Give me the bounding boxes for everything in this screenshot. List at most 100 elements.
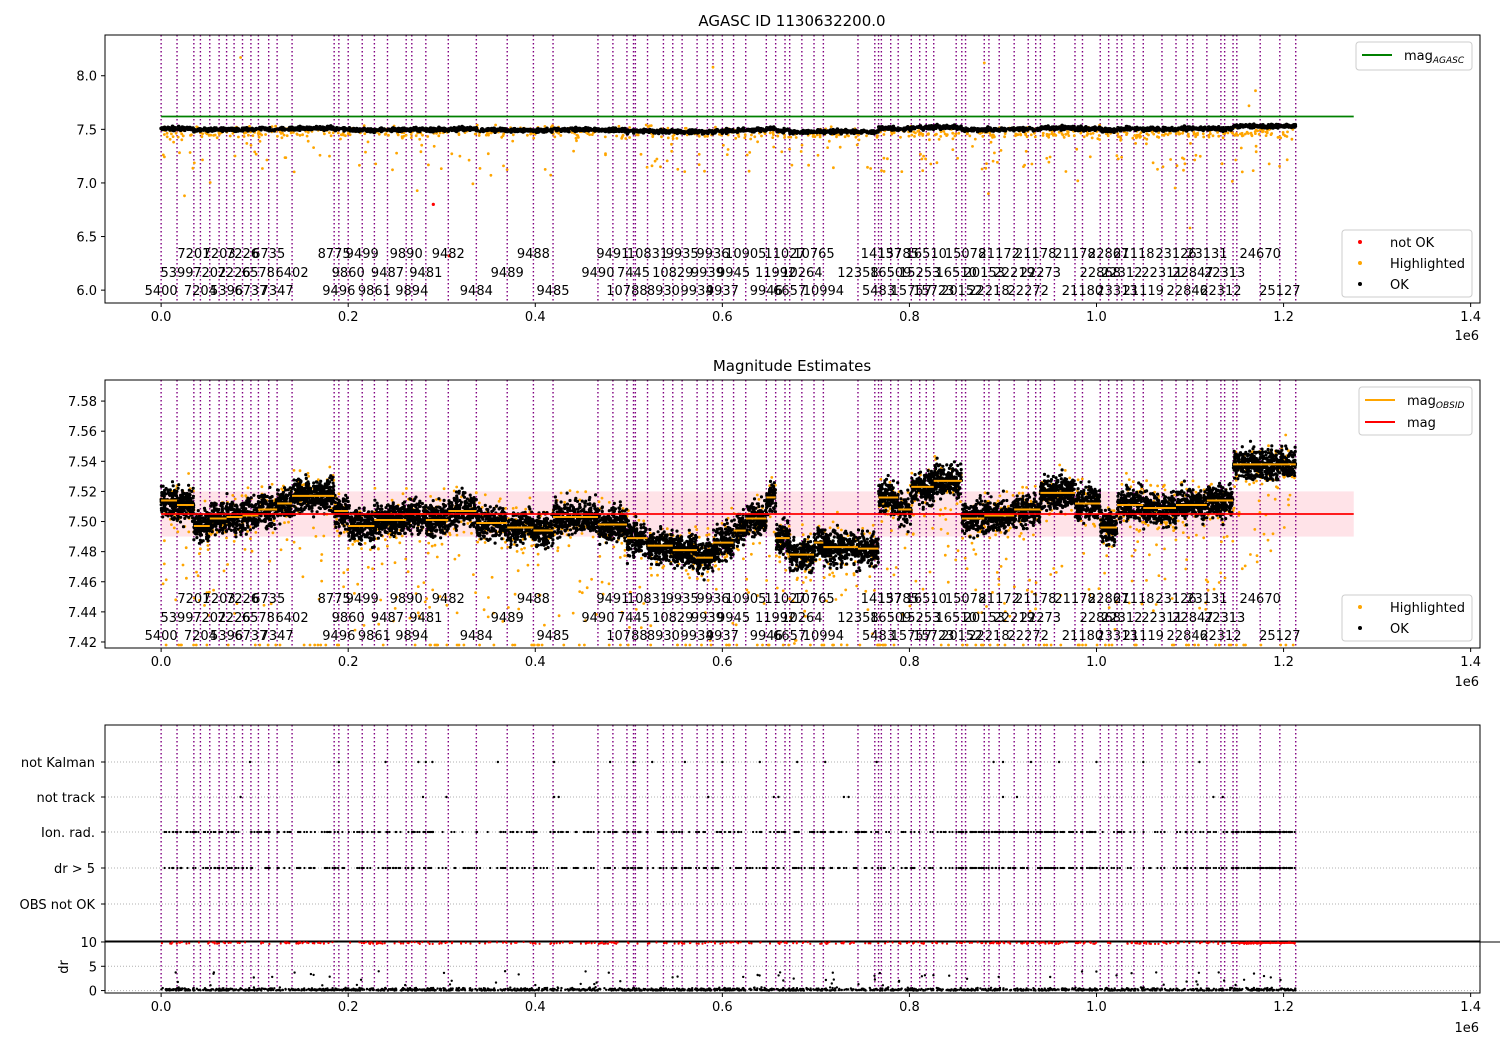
agasc-obsid-label: 9481: [409, 266, 442, 281]
agasc-title: AGASC ID 1130632200.0: [698, 12, 885, 30]
agasc-ytick-label: 6.0: [76, 284, 97, 299]
estimates-obsid-label: 9945: [717, 611, 750, 626]
estimates-obsid-label: 7204: [184, 629, 217, 644]
agasc-obsid-label: 23131: [1186, 247, 1227, 262]
agasc-legend-marker-label: OK: [1390, 278, 1409, 293]
estimates-obsid-label: 7201: [177, 592, 210, 607]
agasc-magnitude-panel: AGASC ID 1130632200.0 540053997201720472…: [76, 12, 1481, 344]
estimates-obsid-label: 22312: [1200, 629, 1241, 644]
agasc-obsid-label: 22273: [1020, 266, 1061, 281]
agasc-obsid-label: 6737: [234, 284, 267, 299]
estimates-obsid-label: 23313: [1096, 629, 1137, 644]
agasc-obsid-label: 9499: [346, 247, 379, 262]
estimates-xtick-label: 0.0: [151, 655, 172, 670]
dr-ytick-label: 5: [89, 960, 97, 975]
estimates-obsid-label: 22847: [1172, 611, 1213, 626]
estimates-legend-marker-swatch: [1358, 605, 1362, 609]
estimates-obsid-label: 16510: [906, 592, 947, 607]
estimates-obsid-label: 24670: [1240, 592, 1281, 607]
agasc-obsid-label: 9487: [371, 266, 404, 281]
agasc-obsid-label: 16510: [936, 266, 977, 281]
agasc-obsid-label: 9490: [581, 266, 614, 281]
estimates-obsid-label: 9488: [517, 592, 550, 607]
agasc-obsid-label: 24670: [1240, 247, 1281, 262]
agasc-obsid-label: 25127: [1259, 284, 1300, 299]
estimates-ytick-label: 7.58: [68, 395, 97, 410]
estimates-obsid-label: 9481: [409, 611, 442, 626]
estimates-obsid-label: 22219: [994, 611, 1035, 626]
estimates-obsid-label: 14137: [861, 592, 902, 607]
estimates-obsid-label: 8930: [647, 629, 680, 644]
agasc-legend-lower: [1341, 229, 1473, 298]
agasc-obsid-label: 10765: [793, 247, 834, 262]
dr-xtick-label: 0.8: [899, 1000, 920, 1015]
agasc-xtick-label: 1.2: [1273, 310, 1294, 325]
agasc-obsid-label: 6402: [276, 266, 309, 281]
estimates-obsid-label: 20152: [941, 629, 982, 644]
agasc-obsid-label: 9496: [322, 284, 355, 299]
estimates-obsid-label: 9934: [681, 629, 714, 644]
agasc-obsid-label: 5396: [210, 284, 243, 299]
estimates-obsid-label: 7347: [261, 629, 294, 644]
estimates-obsid-label: 9946: [750, 629, 783, 644]
agasc-plot-frame: [104, 34, 1481, 304]
flags-category-label: Ion. rad.: [41, 826, 95, 841]
dr-panel: 0 5 10 dr 0.0 0.2 0.4 0.6 0.8 1.0 1.2 1.4 1e6: [57, 936, 1500, 1036]
agasc-obsid-label: 6735: [252, 247, 285, 262]
estimates-legend-line-label: magOBSID: [1407, 394, 1465, 411]
agasc-obsid-label: 6657: [773, 284, 806, 299]
estimates-obsid-label: 21178: [1015, 592, 1056, 607]
agasc-obsid-label: 10264: [781, 266, 822, 281]
estimates-xtick-label: 1.0: [1086, 655, 1107, 670]
agasc-obsid-label: 23313: [1096, 284, 1137, 299]
estimates-obsid-label: 9939: [691, 611, 724, 626]
agasc-obsid-label: 21119: [1123, 284, 1164, 299]
estimates-ytick-label: 7.52: [68, 485, 97, 500]
agasc-obsid-label: 10788: [606, 284, 647, 299]
agasc-obsid-label: 9484: [460, 284, 493, 299]
estimates-obsid-label: 25127: [1259, 629, 1300, 644]
estimates-obsid-label: 9489: [491, 611, 524, 626]
estimates-obsid-label: 10264: [781, 611, 822, 626]
dr-xtick-label: 0.0: [151, 1000, 172, 1015]
agasc-obsid-label: 14137: [861, 247, 902, 262]
agasc-highlighted-points: [160, 56, 1295, 230]
agasc-obsid-label: 10831: [627, 247, 668, 262]
agasc-obsid-label: 21118: [1113, 247, 1154, 262]
estimates-legend-line-label: mag: [1407, 416, 1436, 431]
estimates-obsid-label: 11992: [755, 611, 796, 626]
agasc-obsid-label: 15723: [913, 284, 954, 299]
estimates-obsid-label: 10829: [652, 611, 693, 626]
agasc-obsid-label: 11992: [755, 266, 796, 281]
agasc-obsid-label: 5483: [862, 284, 895, 299]
estimates-obsid-label: 22218: [968, 629, 1009, 644]
estimates-obsid-label: 9485: [536, 629, 569, 644]
agasc-obsid-label: 21172: [979, 247, 1020, 262]
estimates-obsid-label: 22273: [1020, 611, 1061, 626]
dr-xtick-label: 0.2: [338, 1000, 359, 1015]
agasc-obsid-label: 22219: [994, 266, 1035, 281]
estimates-obsid-label: 7226: [226, 592, 259, 607]
agasc-legend-marker-swatch: [1358, 240, 1362, 244]
agasc-legend-line-label: magAGASC: [1404, 49, 1465, 66]
agasc-obsid-label: 21180: [1062, 284, 1103, 299]
estimates-obsid-label: 7203: [203, 592, 236, 607]
agasc-obsid-label: 22218: [968, 284, 1009, 299]
agasc-obsid-label: 9485: [536, 284, 569, 299]
estimates-ytick-label: 7.42: [68, 636, 97, 651]
estimates-obsid-label: 10905: [725, 592, 766, 607]
agasc-legend-upper: [1355, 41, 1473, 71]
agasc-obsid-label: 15078: [945, 247, 986, 262]
estimates-obsid-label: 7202: [193, 611, 226, 626]
estimates-xtick-label: 0.8: [899, 655, 920, 670]
estimates-obsid-label: 22312: [1101, 611, 1142, 626]
estimates-obsid-label: 9482: [432, 592, 465, 607]
estimates-obsid-label: 9499: [346, 592, 379, 607]
estimates-obsid-label: 5399: [160, 611, 193, 626]
estimates-obsid-label: 10994: [803, 629, 844, 644]
agasc-obsid-label: 9489: [491, 266, 524, 281]
agasc-xtick-label: 1.0: [1086, 310, 1107, 325]
estimates-obsid-label: 9861: [358, 629, 391, 644]
estimates-obsid-label: 9484: [460, 629, 493, 644]
estimates-obsid-label: 21118: [1113, 592, 1154, 607]
